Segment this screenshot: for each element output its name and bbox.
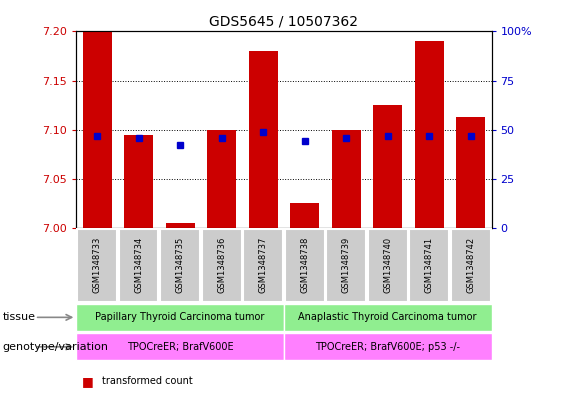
FancyBboxPatch shape	[284, 304, 492, 331]
Text: GSM1348741: GSM1348741	[425, 237, 434, 293]
Bar	[166, 223, 194, 228]
Text: GSM1348736: GSM1348736	[217, 237, 226, 294]
Bar	[82, 31, 111, 228]
FancyBboxPatch shape	[243, 229, 283, 302]
Text: tissue: tissue	[3, 312, 36, 322]
Bar	[415, 41, 444, 228]
Text: GSM1348740: GSM1348740	[383, 237, 392, 293]
Text: GSM1348737: GSM1348737	[259, 237, 268, 294]
Text: transformed count: transformed count	[102, 376, 193, 386]
FancyBboxPatch shape	[119, 229, 159, 302]
Text: Papillary Thyroid Carcinoma tumor: Papillary Thyroid Carcinoma tumor	[95, 312, 265, 322]
Text: TPOCreER; BrafV600E: TPOCreER; BrafV600E	[127, 342, 233, 352]
Text: GSM1348733: GSM1348733	[93, 237, 102, 294]
FancyBboxPatch shape	[326, 229, 366, 302]
Text: GSM1348738: GSM1348738	[300, 237, 309, 294]
Text: GSM1348734: GSM1348734	[134, 237, 143, 294]
Text: Anaplastic Thyroid Carcinoma tumor: Anaplastic Thyroid Carcinoma tumor	[298, 312, 477, 322]
Bar	[457, 117, 485, 228]
Bar	[332, 130, 360, 228]
Bar	[124, 135, 153, 228]
FancyBboxPatch shape	[160, 229, 200, 302]
FancyBboxPatch shape	[202, 229, 242, 302]
FancyBboxPatch shape	[451, 229, 491, 302]
Bar	[207, 130, 236, 228]
Title: GDS5645 / 10507362: GDS5645 / 10507362	[210, 15, 358, 29]
Text: TPOCreER; BrafV600E; p53 -/-: TPOCreER; BrafV600E; p53 -/-	[315, 342, 460, 352]
Bar	[373, 105, 402, 228]
Text: GSM1348735: GSM1348735	[176, 237, 185, 294]
Bar	[249, 51, 277, 228]
FancyBboxPatch shape	[76, 333, 284, 360]
Bar	[290, 204, 319, 228]
FancyBboxPatch shape	[285, 229, 325, 302]
Text: ■: ■	[82, 375, 94, 388]
FancyBboxPatch shape	[76, 304, 284, 331]
FancyBboxPatch shape	[368, 229, 408, 302]
Text: GSM1348739: GSM1348739	[342, 237, 351, 294]
FancyBboxPatch shape	[409, 229, 449, 302]
FancyBboxPatch shape	[284, 333, 492, 360]
Text: GSM1348742: GSM1348742	[466, 237, 475, 293]
FancyBboxPatch shape	[77, 229, 117, 302]
Text: genotype/variation: genotype/variation	[3, 342, 109, 352]
